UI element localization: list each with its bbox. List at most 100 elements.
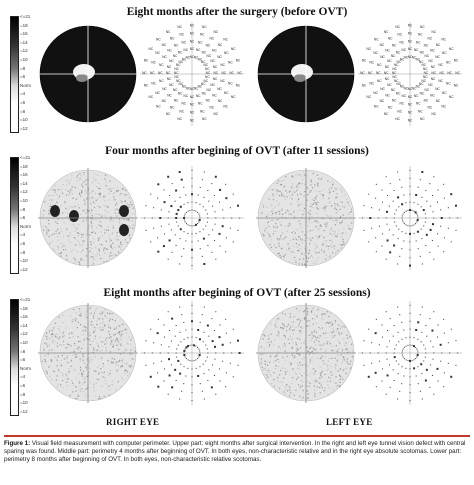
field-speckle <box>278 180 280 182</box>
field-speckle <box>87 375 90 377</box>
field-speckle <box>299 223 302 225</box>
grayscale-field-right <box>38 168 138 268</box>
field-speckle <box>55 336 57 338</box>
field-speckle <box>98 395 101 398</box>
test-point <box>424 356 426 358</box>
test-point <box>195 337 197 339</box>
field-speckle <box>86 364 88 366</box>
field-speckle <box>317 257 319 259</box>
test-point <box>415 240 417 242</box>
nc-symbol: NC <box>432 112 437 116</box>
field-speckle <box>345 348 347 350</box>
test-point <box>385 311 387 313</box>
field-speckle <box>339 381 341 383</box>
field-speckle <box>324 356 326 358</box>
field-speckle <box>98 318 100 320</box>
field-speckle <box>350 360 352 362</box>
test-point <box>206 221 208 223</box>
field-speckle <box>43 349 45 351</box>
field-speckle <box>90 222 93 224</box>
test-point <box>211 183 213 185</box>
field-speckle <box>323 389 325 392</box>
nc-symbol: NC <box>392 71 397 75</box>
field-speckle <box>276 226 278 228</box>
field-speckle <box>58 316 60 318</box>
field-speckle <box>304 234 306 236</box>
field-speckle <box>91 182 94 184</box>
field-speckle <box>123 362 126 364</box>
field-speckle <box>117 343 119 345</box>
field-speckle <box>74 356 77 359</box>
field-speckle <box>289 190 291 192</box>
field-speckle <box>63 245 65 247</box>
field-speckle <box>341 244 343 246</box>
field-speckle <box>350 208 353 210</box>
field-speckle <box>303 207 306 210</box>
test-point <box>184 356 186 358</box>
nc-symbol: NC <box>373 91 378 95</box>
test-point <box>197 346 199 348</box>
field-speckle <box>114 208 116 210</box>
grayscale-legend: <=21 =18 =16 =14 =12 =10 =8 =6 Norm =4 =6 =8 =10 =12 <box>8 12 40 136</box>
field-speckle <box>289 335 291 338</box>
field-speckle <box>89 335 91 337</box>
field-speckle <box>339 378 341 381</box>
field-speckle <box>73 349 75 351</box>
panel-title: Four months after begining of OVT (after… <box>105 145 369 157</box>
field-speckle <box>67 239 69 241</box>
nc-symbol: NC <box>167 49 172 53</box>
field-speckle <box>79 193 81 195</box>
left-eye-label: LEFT EYE <box>326 417 373 427</box>
field-speckle <box>72 391 74 393</box>
field-speckle <box>93 173 95 175</box>
field-speckle <box>288 395 291 397</box>
nc-symbol: NC <box>218 99 223 103</box>
test-point <box>393 379 395 381</box>
field-speckle <box>269 343 271 345</box>
field-speckle <box>316 204 318 206</box>
field-speckle <box>118 209 120 212</box>
field-speckle <box>307 351 309 353</box>
field-speckle <box>97 378 99 381</box>
nc-symbol: NC <box>169 59 174 63</box>
field-speckle <box>284 371 287 373</box>
field-speckle <box>326 240 328 242</box>
test-point <box>409 344 411 346</box>
field-speckle <box>54 188 56 191</box>
test-point <box>170 340 172 342</box>
field-speckle <box>323 333 325 335</box>
test-point <box>160 344 162 346</box>
field-speckle <box>133 347 135 349</box>
field-speckle <box>65 184 68 186</box>
test-point <box>160 209 162 211</box>
field-speckle <box>99 225 101 227</box>
field-speckle <box>80 259 82 261</box>
field-speckle <box>110 343 112 345</box>
field-speckle <box>127 206 129 208</box>
field-speckle <box>297 200 299 203</box>
field-speckle <box>317 309 319 311</box>
field-speckle <box>304 264 306 266</box>
field-speckle <box>272 195 274 197</box>
field-speckle <box>316 212 318 215</box>
test-point <box>171 386 174 389</box>
nc-symbol: NC <box>221 71 226 75</box>
field-speckle <box>336 196 338 198</box>
field-speckle <box>115 327 117 329</box>
test-point <box>187 232 189 234</box>
field-speckle <box>71 332 73 334</box>
field-speckle <box>283 238 286 240</box>
nc-symbol: NC <box>419 82 424 86</box>
field-speckle <box>86 197 89 199</box>
test-point <box>178 171 181 174</box>
field-speckle <box>341 191 343 193</box>
field-speckle <box>342 214 344 216</box>
nc-symbol: NC <box>212 93 217 97</box>
test-point <box>386 358 388 360</box>
test-point <box>423 344 425 346</box>
field-speckle <box>80 314 82 317</box>
field-speckle <box>315 190 318 192</box>
field-speckle <box>293 394 296 396</box>
test-point <box>421 263 423 265</box>
nc-symbol: NC <box>392 75 397 79</box>
